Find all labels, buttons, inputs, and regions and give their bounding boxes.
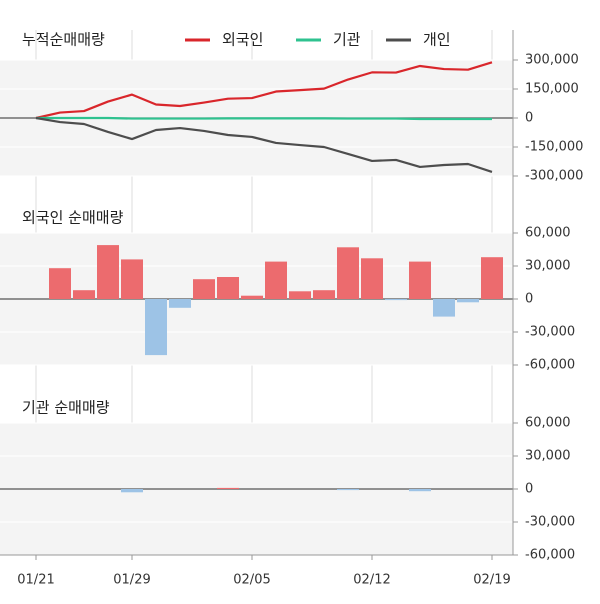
panel-title: 외국인 순매매량 — [22, 209, 124, 227]
bar — [121, 259, 143, 299]
bar — [409, 261, 431, 299]
bar — [193, 279, 215, 299]
panel-title: 기관 순매매량 — [22, 399, 110, 417]
y-tick-label: -60,000 — [525, 548, 575, 563]
bar — [49, 268, 71, 299]
y-tick-label: 60,000 — [525, 416, 571, 431]
bar — [361, 258, 383, 299]
panel-title: 누적순매매량 — [22, 31, 105, 49]
y-tick-label: 0 — [525, 482, 533, 497]
bar — [169, 299, 191, 308]
bar — [337, 247, 359, 299]
y-tick-label: -60,000 — [525, 358, 575, 373]
x-tick-label: 02/12 — [353, 573, 390, 588]
bar — [481, 257, 503, 299]
bar — [409, 489, 431, 492]
bar — [457, 299, 479, 303]
y-tick-label: -150,000 — [525, 140, 583, 155]
y-tick-label: 0 — [525, 292, 533, 307]
y-tick-label: 0 — [525, 111, 533, 126]
y-tick-label: 30,000 — [525, 259, 571, 274]
legend-label: 개인 — [423, 31, 451, 49]
x-tick-label: 01/21 — [17, 573, 54, 588]
y-tick-label: 60,000 — [525, 226, 571, 241]
bar — [217, 487, 239, 489]
bar — [121, 489, 143, 493]
bar — [73, 290, 95, 299]
y-tick-label: 150,000 — [525, 82, 579, 97]
y-tick-label: -300,000 — [525, 169, 583, 184]
bar — [241, 295, 263, 299]
bar — [265, 261, 287, 299]
y-tick-label: 30,000 — [525, 449, 571, 464]
bar — [97, 245, 119, 299]
x-tick-label: 02/05 — [233, 573, 270, 588]
bar — [217, 277, 239, 299]
bar — [337, 489, 359, 491]
x-tick-label: 02/19 — [473, 573, 510, 588]
bar — [313, 290, 335, 299]
legend-label: 기관 — [333, 31, 361, 49]
x-tick-label: 01/29 — [113, 573, 150, 588]
series-line — [35, 61, 493, 120]
bar — [289, 291, 311, 299]
series-line — [36, 116, 492, 121]
y-tick-label: 300,000 — [525, 53, 579, 68]
series-line — [35, 116, 493, 173]
bar — [385, 299, 407, 301]
legend-label: 외국인 — [222, 31, 263, 49]
y-tick-label: -30,000 — [525, 515, 575, 530]
bar — [433, 299, 455, 317]
y-tick-label: -30,000 — [525, 325, 575, 340]
bar — [145, 299, 167, 356]
